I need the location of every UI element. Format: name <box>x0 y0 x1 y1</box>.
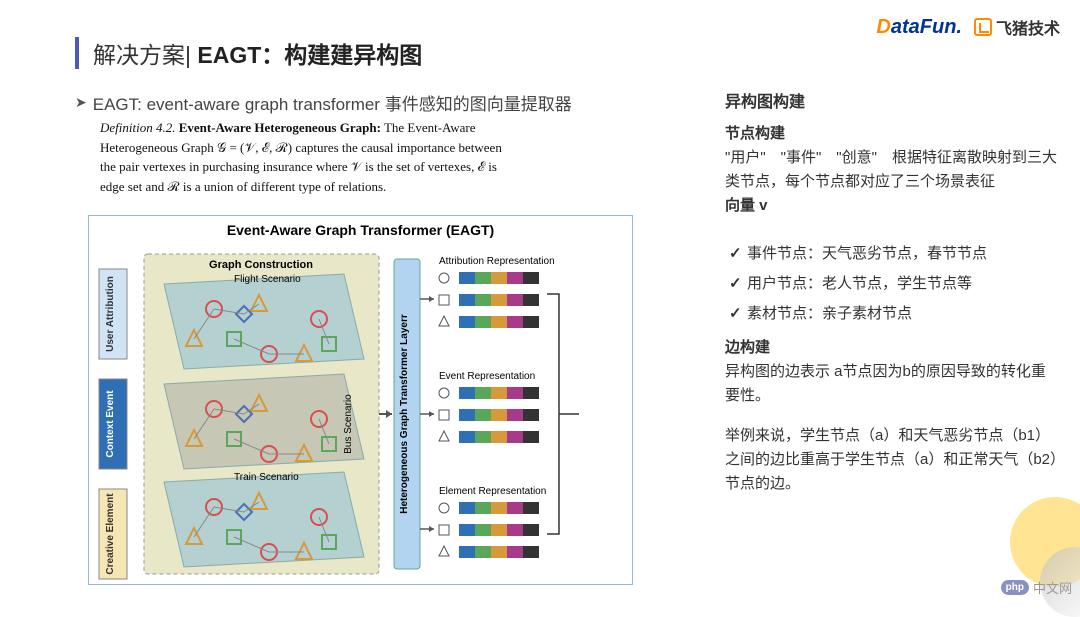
def-name: Event-Aware Heterogeneous Graph: <box>179 120 381 135</box>
definition-block: Definition 4.2. Event-Aware Heterogeneou… <box>100 118 520 196</box>
feizhu-text: 飞猪技术 <box>996 15 1060 39</box>
p3: 举例来说，学生节点（a）和天气恶劣节点（b1）之间的边比重高于学生节点（a）和正… <box>725 424 1060 496</box>
svg-text:Attribution Representation: Attribution Representation <box>439 256 555 267</box>
svg-text:Element Representation: Element Representation <box>439 486 546 497</box>
bullet-3: 素材节点：亲子素材节点 <box>725 302 1060 326</box>
subtitle-row: ➤ EAGT: event-aware graph transformer 事件… <box>75 90 572 115</box>
title-vbar <box>75 37 79 69</box>
svg-text:Bus Scenario: Bus Scenario <box>343 394 354 454</box>
svg-text:Flight Scenario: Flight Scenario <box>234 274 301 285</box>
watermark: php 中文网 <box>1001 578 1072 597</box>
watermark-text: 中文网 <box>1033 578 1072 597</box>
title-bold: EAGT：构建建异构图 <box>191 42 422 68</box>
heading3: 边构建 <box>725 336 1060 360</box>
title-bar: 解决方案| EAGT：构建建异构图 <box>75 36 422 70</box>
php-badge: php <box>1001 580 1029 595</box>
p2: 异构图的边表示 a节点因为b的原因导致的转化重要性。 <box>725 360 1060 408</box>
bullet-1: 事件节点：天气恶劣节点，春节节点 <box>725 242 1060 266</box>
svg-text:Event Representation: Event Representation <box>439 371 535 382</box>
bullet-list: 事件节点：天气恶劣节点，春节节点 用户节点：老人节点，学生节点等 素材节点：亲子… <box>725 242 1060 326</box>
diagram-svg: User Attribution Context Event Creative El… <box>89 244 634 584</box>
svg-text:User Attribution: User Attribution <box>105 276 116 352</box>
eagt-diagram: Event-Aware Graph Transformer (EAGT) Use… <box>88 215 633 585</box>
datafun-rest: ataFun. <box>891 16 962 38</box>
svg-text:Train Scenario: Train Scenario <box>234 472 299 483</box>
logo-bar: DataFun. 飞猪技术 <box>876 15 1060 39</box>
p1-text: "用户" "事件" "创意" 根据特征离散映射到三大类节点，每个节点都对应了三个… <box>725 149 1057 190</box>
right-panel: 异构图构建 节点构建 "用户" "事件" "创意" 根据特征离散映射到三大类节点… <box>725 90 1060 502</box>
title-light: 解决方案| <box>93 42 191 68</box>
datafun-logo: DataFun. <box>876 16 962 39</box>
svg-text:Heterogeneous Graph Transforme: Heterogeneous Graph Transformer Layerr <box>399 314 410 514</box>
page-title: 解决方案| EAGT：构建建异构图 <box>93 36 422 70</box>
svg-text:Graph Construction: Graph Construction <box>209 259 313 271</box>
bullet-2: 用户节点：老人节点，学生节点等 <box>725 272 1060 296</box>
arrow-icon: ➤ <box>75 94 87 111</box>
feizhu-logo: 飞猪技术 <box>974 15 1060 39</box>
p1b: 向量 v <box>725 197 768 214</box>
diagram-title: Event-Aware Graph Transformer (EAGT) <box>89 216 632 244</box>
feizhu-icon <box>974 18 992 36</box>
def-prefix: Definition 4.2. <box>100 120 175 135</box>
subtitle-text: EAGT: event-aware graph transformer 事件感知… <box>93 90 572 115</box>
p1: "用户" "事件" "创意" 根据特征离散映射到三大类节点，每个节点都对应了三个… <box>725 146 1060 218</box>
svg-text:Creative Element: Creative Element <box>105 493 116 575</box>
svg-text:Context Event: Context Event <box>105 390 116 458</box>
heading1: 异构图构建 <box>725 90 1060 116</box>
heading2: 节点构建 <box>725 122 1060 146</box>
datafun-d: D <box>876 16 890 38</box>
